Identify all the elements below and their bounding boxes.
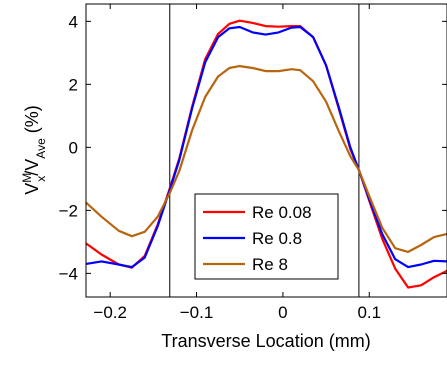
legend: Re 0.08 Re 0.8 Re 8 bbox=[194, 193, 339, 280]
y-tick-label: −2 bbox=[59, 201, 78, 220]
axes-frame bbox=[85, 3, 447, 298]
y-tick-label: 2 bbox=[69, 75, 78, 94]
y-tick-label: −4 bbox=[59, 264, 78, 283]
series-line-3 bbox=[85, 65, 447, 253]
legend-label-3: Re 8 bbox=[252, 255, 288, 274]
legend-entries: Re 0.08 Re 0.8 Re 8 bbox=[203, 203, 312, 274]
x-tick-label: −0.2 bbox=[93, 303, 127, 322]
ticks: −0.2 −0.1 0 0.1 −4 −2 0 2 4 bbox=[59, 4, 447, 322]
series-line-2 bbox=[85, 25, 447, 269]
legend-label-2: Re 0.8 bbox=[252, 229, 302, 248]
x-tick-label: 0 bbox=[278, 303, 287, 322]
y-tick-label: 4 bbox=[69, 12, 78, 31]
legend-label-1: Re 0.08 bbox=[252, 203, 312, 222]
y-tick-label: 0 bbox=[69, 138, 78, 157]
x-tick-label: 0.1 bbox=[357, 303, 381, 322]
series-lines bbox=[85, 19, 447, 289]
reference-lines bbox=[169, 4, 360, 297]
x-axis-label: Transverse Location (mm) bbox=[161, 331, 370, 351]
x-tick-label: −0.1 bbox=[180, 303, 214, 322]
y-axis-label: VMx/VAve (%) bbox=[20, 105, 48, 195]
